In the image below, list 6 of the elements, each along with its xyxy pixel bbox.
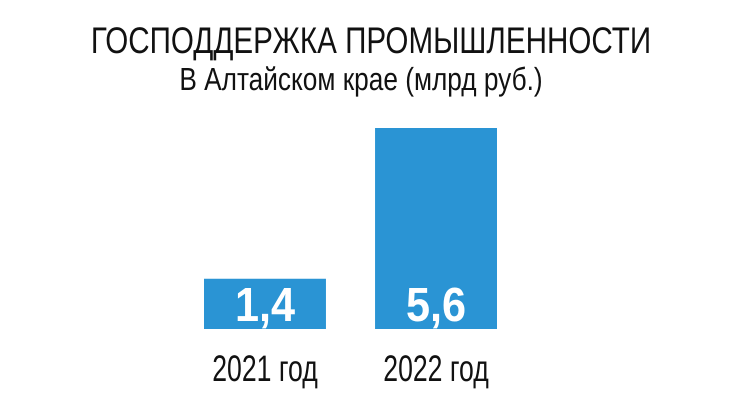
data-label: 1,4 — [234, 278, 296, 332]
data-label: 5,6 — [406, 278, 466, 332]
chart-subtitle: В Алтайском крае (млрд руб.) — [179, 62, 543, 98]
x-tick-label: 2022 год — [383, 348, 489, 390]
chart-title: ГОСПОДДЕРЖКА ПРОМЫШЛЕННОСТИ — [90, 20, 652, 62]
x-tick-label: 2021 год — [212, 348, 318, 390]
